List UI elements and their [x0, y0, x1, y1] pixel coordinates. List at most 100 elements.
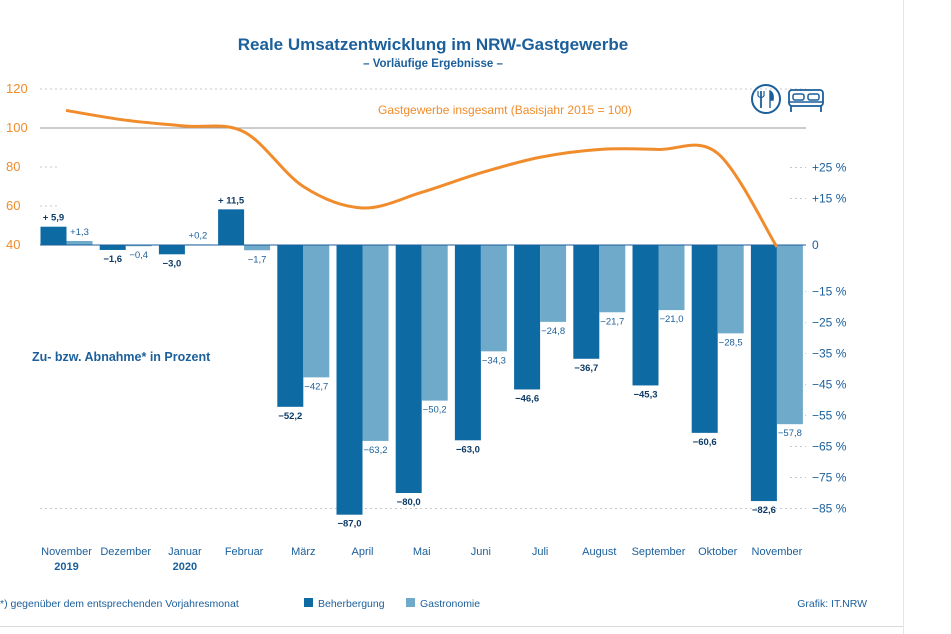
bar-value-label: −21,0: [659, 314, 683, 325]
x-tick-label: Mai: [413, 546, 431, 558]
bar-value-label: −80,0: [397, 497, 421, 508]
restaurant-icon: [751, 84, 781, 114]
x-tick-label: Januar: [168, 546, 202, 558]
bar-value-label: −36,7: [574, 363, 598, 374]
x-tick-label: Februar: [225, 546, 264, 558]
bar-beherbergung: [336, 245, 363, 515]
bar-value-label: −63,2: [363, 445, 387, 456]
bar-value-label: −60,6: [693, 437, 717, 448]
bar-value-label: +0,2: [189, 230, 208, 241]
bar-beherbergung: [514, 245, 541, 390]
left-tick-label: 100: [6, 120, 28, 135]
gridlines: [40, 88, 806, 509]
footnote: *) gegenüber dem entsprechenden Vorjahre…: [0, 598, 239, 610]
line-series-label: Gastgewerbe insgesamt (Basisjahr 2015 = …: [378, 103, 632, 117]
bar-beherbergung: [395, 245, 422, 493]
x-year-label: 2020: [173, 561, 197, 573]
bar-value-label: −87,0: [337, 519, 361, 530]
bar-gastronomie: [540, 245, 567, 322]
bar-beherbergung: [691, 245, 718, 433]
x-tick-label: März: [291, 546, 315, 558]
chart-title: Reale Umsatzentwicklung im NRW-Gastgewer…: [238, 35, 628, 54]
x-tick-label: Juni: [471, 546, 491, 558]
bar-beherbergung: [750, 245, 777, 502]
bar-value-label: −82,6: [752, 505, 776, 516]
left-tick-label: 60: [6, 198, 20, 213]
bar-value-label: + 5,9: [43, 213, 64, 224]
bar-gastronomie: [421, 245, 448, 401]
right-tick-label: −75 %: [812, 471, 847, 485]
bar-value-label: −21,7: [600, 316, 624, 327]
bar-value-label: −45,3: [633, 389, 657, 400]
right-tick-label: 0: [812, 238, 819, 252]
bar-value-label: −63,0: [456, 444, 480, 455]
chart-subtitle: – Vorläufige Ergebnisse –: [363, 58, 503, 70]
right-tick-label: −85 %: [812, 502, 847, 516]
bar-gastronomie: [776, 245, 803, 425]
left-tick-label: 80: [6, 159, 20, 174]
bar-beherbergung: [99, 245, 126, 250]
bar-value-label: +1,3: [70, 227, 89, 238]
bar-beherbergung: [40, 226, 67, 245]
bar-value-label: −3,0: [163, 258, 182, 269]
right-tick-label: −45 %: [812, 378, 847, 392]
bar-value-label: −0,4: [129, 250, 148, 261]
x-tick-label: Juli: [532, 546, 549, 558]
legend-swatch-gastronomie: [406, 598, 415, 607]
bar-gastronomie: [244, 245, 271, 251]
bar-value-label: + 11,5: [218, 195, 245, 206]
bar-value-label: −24,8: [541, 326, 565, 337]
bar-gastronomie: [717, 245, 744, 334]
bar-beherbergung: [632, 245, 659, 386]
left-axis: 120 100 80 60 40: [6, 81, 28, 252]
right-tick-label: −55 %: [812, 409, 847, 423]
bar-gastronomie: [125, 245, 152, 247]
x-tick-label: November: [41, 546, 92, 558]
legend-label-beherbergung: Beherbergung: [318, 598, 385, 610]
bar-gastronomie: [362, 245, 389, 441]
x-year-label: 2019: [54, 561, 78, 573]
source-credit: Grafik: IT.NRW: [797, 598, 867, 610]
legend-label-gastronomie: Gastronomie: [420, 598, 480, 610]
bar-gastronomie: [599, 245, 626, 313]
bar-value-label: −50,2: [423, 405, 447, 416]
bar-value-label: −42,7: [304, 381, 328, 392]
x-tick-label: November: [752, 546, 803, 558]
right-tick-label: −15 %: [812, 285, 847, 299]
bar-beherbergung: [158, 245, 185, 255]
x-tick-label: August: [582, 546, 616, 558]
line-gastgewerbe-insgesamt: [65, 108, 779, 248]
bar-value-label: −57,8: [778, 428, 802, 439]
left-tick-label: 40: [6, 237, 20, 252]
bottom-divider: [0, 626, 903, 627]
bed-icon: [788, 89, 824, 112]
bar-gastronomie: [480, 245, 507, 352]
x-axis-labels: November Dezember Januar Februar März April Ma…: [41, 546, 802, 573]
bar-beherbergung: [573, 245, 600, 359]
legend-swatch-beherbergung: [304, 598, 313, 607]
bar-value-label: −34,3: [482, 355, 506, 366]
right-tick-label: −65 %: [812, 440, 847, 454]
bar-series: [40, 209, 803, 515]
right-tick-label: −35 %: [812, 347, 847, 361]
percent-annotation: Zu- bzw. Abnahme* in Prozent: [32, 350, 211, 364]
bar-value-label: −1,7: [248, 254, 267, 265]
right-divider: [903, 0, 904, 634]
bar-beherbergung: [218, 209, 245, 245]
bar-gastronomie: [658, 245, 685, 311]
line-series: [65, 108, 779, 248]
bar-value-label: −46,6: [515, 393, 539, 404]
x-tick-label: Dezember: [100, 546, 151, 558]
right-tick-label: +25 %: [812, 161, 847, 175]
right-axis: +25 % +15 % 0 −15 % −25 % −35 % −45 % −55 % −65 …: [812, 161, 847, 516]
bar-gastronomie: [66, 240, 93, 245]
x-tick-label: September: [632, 546, 686, 558]
bar-beherbergung: [454, 245, 481, 441]
x-tick-label: Oktober: [698, 546, 737, 558]
bar-labels: + 5,9 +1,3 −1,6 −0,4 −3,0 +0,2 + 11,5 −1,7 −52,2…: [43, 195, 802, 529]
bar-value-label: −1,6: [103, 254, 122, 265]
left-tick-label: 120: [6, 81, 28, 96]
bar-value-label: −52,2: [278, 411, 302, 422]
right-tick-label: +15 %: [812, 192, 847, 206]
